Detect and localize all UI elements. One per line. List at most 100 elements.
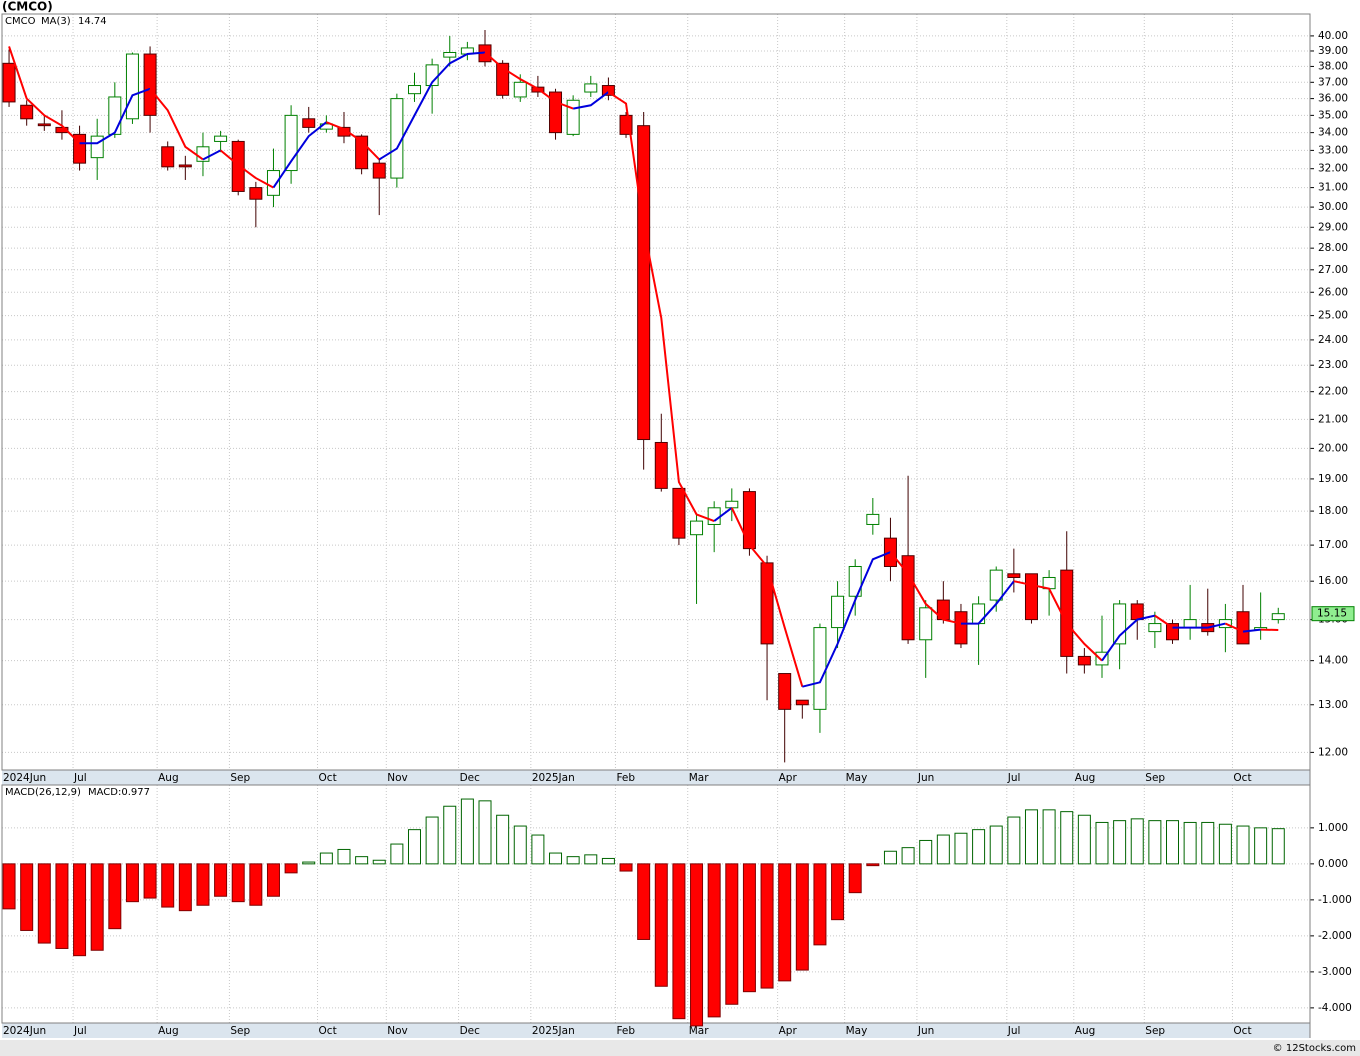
macd-bar [954,832,968,865]
y-tick-label: -4.000 [1318,1002,1352,1014]
y-tick-label: 34.00 [1318,127,1348,139]
candle-body [1113,603,1127,645]
candle-body [337,126,351,137]
candle-body [90,135,104,159]
candle-body [108,96,122,135]
y-tick-label: 19.00 [1318,473,1348,485]
y-tick-label: 31.00 [1318,182,1348,194]
macd-bar [266,863,280,897]
candle-body [778,673,792,710]
x-tick-label: Apr [779,1025,798,1037]
candle-body [760,562,774,645]
candle-body [795,699,809,706]
ma-line [607,91,715,523]
candle-body [1271,613,1285,621]
y-tick-label: 21.00 [1318,413,1348,425]
macd-bar [1218,823,1232,865]
candle-body [407,85,421,95]
macd-bar [478,800,492,865]
macd-bar [161,863,175,908]
macd-bar [813,863,827,946]
y-tick-label: 13.00 [1318,699,1348,711]
macd-bar [760,863,774,989]
macd-bar [460,798,474,865]
date-strip [2,770,1310,785]
candle-body [1148,623,1162,633]
macd-bar [919,839,933,865]
macd-bar [390,843,404,865]
last-price-box [1311,606,1355,622]
candle-body [214,135,228,142]
y-tick-label: 39.00 [1318,45,1348,57]
y-tick-label: 35.00 [1318,109,1348,121]
candle-body [919,607,933,641]
candle-body [672,487,686,539]
macd-bar [1236,825,1250,865]
y-tick-label: 23.00 [1318,359,1348,371]
x-tick-label: May [846,1025,868,1037]
ma-line [1101,614,1156,662]
macd-bar [496,814,510,865]
ma-line [1224,622,1244,633]
ma-line [960,580,1015,625]
ma-line [272,121,327,189]
y-tick-label: 37.00 [1318,76,1348,88]
candle-body [566,99,580,135]
x-tick-label: Aug [158,772,179,784]
macd-bar [901,847,915,865]
x-tick-label: Oct [319,1025,337,1037]
ma-line [889,551,962,625]
macd-bar [20,863,34,931]
y-tick-label: 18.00 [1318,505,1348,517]
y-tick-label: 33.00 [1318,144,1348,156]
candle-body [266,170,280,196]
legend-ma-value: 14.74 [78,16,107,27]
y-tick-label: 16.00 [1318,575,1348,587]
macd-bar [619,863,633,872]
x-tick-label: Jul [73,1025,87,1037]
y-tick-label: 14.00 [1318,655,1348,667]
x-tick-label: 2025Jan [532,1025,575,1037]
x-tick-label: Jun [917,772,934,784]
y-tick-label: 20.00 [1318,442,1348,454]
macd-bar [284,863,298,874]
macd-bar [1183,821,1197,865]
macd-bar [1095,821,1109,865]
y-tick-label: 12.00 [1318,746,1348,758]
x-tick-label: Dec [460,1025,481,1037]
x-tick-label: Jul [73,772,87,784]
x-tick-label: Nov [387,1025,408,1037]
x-tick-label: 2024Jun [3,772,46,784]
candle-body [725,500,739,509]
candle-body [302,118,316,128]
candle-body [390,98,404,179]
ma-line [1154,614,1174,629]
macd-bar [55,863,69,949]
macd-bar [883,850,897,865]
candle-body [20,104,34,120]
y-tick-label: 36.00 [1318,93,1348,105]
macd-bar [407,829,421,865]
ma-line [1172,622,1226,629]
candle-body [901,555,915,641]
y-tick-label: 40.00 [1318,30,1348,42]
macd-bar [972,829,986,865]
macd-bar [355,856,369,865]
macd-bar [196,863,210,906]
ma-line [149,88,204,161]
macd-bar [513,825,527,865]
y-tick-label: 29.00 [1318,221,1348,233]
footer: © 12Stocks.com [1273,1043,1356,1054]
macd-bar [1024,809,1038,865]
macd-bar [1254,827,1268,865]
candle-body [1024,573,1038,621]
macd-bar [231,863,245,903]
y-tick-label: 30.00 [1318,201,1348,213]
candle-body [601,85,615,96]
ma-line [8,46,81,144]
x-tick-label: Nov [387,772,408,784]
ma-line [730,507,804,688]
candle-body [513,81,527,98]
panel-label: MACD:0.977 [88,787,150,798]
candle-body [1183,619,1197,629]
